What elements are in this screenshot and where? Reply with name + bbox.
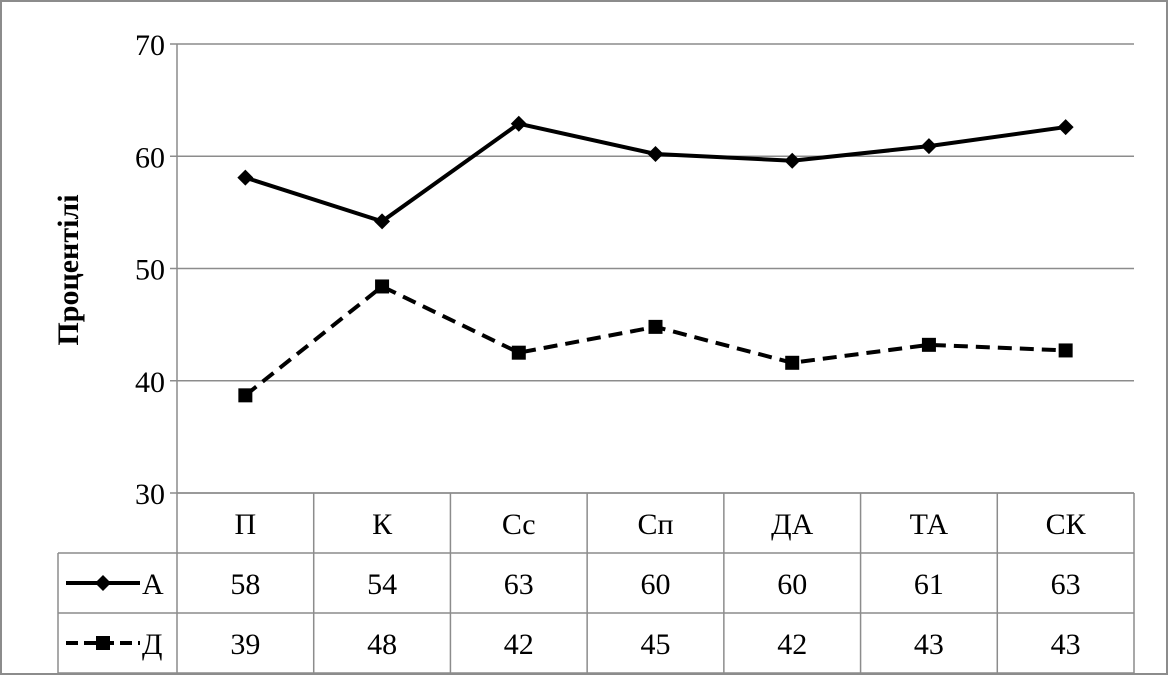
data-table-value: 45: [641, 628, 671, 661]
data-table-value: 63: [1051, 568, 1081, 601]
x-category-label: К: [372, 508, 393, 541]
y-tick-label: 70: [135, 29, 165, 62]
data-table-value: 43: [914, 628, 944, 661]
x-category-label: Сп: [637, 508, 673, 541]
data-table-value: 60: [641, 568, 671, 601]
x-category-label: Сс: [502, 508, 536, 541]
data-point-diamond: [510, 115, 527, 132]
data-table-value: 42: [504, 628, 534, 661]
data-point-diamond: [647, 146, 664, 163]
x-category-label: ТА: [910, 508, 949, 541]
y-tick-label: 60: [135, 141, 165, 174]
y-axis-label: Процентілі: [52, 194, 85, 345]
data-table-value: 39: [230, 628, 260, 661]
data-point-square: [921, 337, 936, 352]
data-table-value: 61: [914, 568, 944, 601]
data-table-value: 48: [367, 628, 397, 661]
legend-key-marker: [96, 636, 110, 650]
data-table-value: 63: [504, 568, 534, 601]
y-tick-label: 30: [135, 478, 165, 511]
data-table-value: 42: [777, 628, 807, 661]
legend-series-name: А: [142, 568, 164, 601]
data-point-square: [375, 279, 390, 294]
data-table-value: 58: [230, 568, 260, 601]
x-category-label: П: [235, 508, 257, 541]
data-point-diamond: [237, 169, 254, 186]
data-point-diamond: [374, 213, 391, 230]
data-point-diamond: [784, 152, 801, 169]
data-point-square: [238, 388, 253, 403]
data-point-diamond: [1057, 119, 1074, 136]
data-point-diamond: [920, 138, 937, 155]
y-tick-label: 50: [135, 254, 165, 287]
data-table-value: 43: [1051, 628, 1081, 661]
data-table-value: 60: [777, 568, 807, 601]
data-point-square: [785, 355, 800, 370]
data-table-value: 54: [367, 568, 397, 601]
y-tick-label: 40: [135, 366, 165, 399]
data-point-square: [648, 319, 663, 334]
legend-key-marker: [95, 575, 111, 591]
data-point-square: [1058, 343, 1073, 358]
data-point-square: [511, 345, 526, 360]
x-category-label: СК: [1046, 508, 1087, 541]
legend-series-name: Д: [142, 628, 162, 661]
x-category-label: ДА: [771, 508, 813, 541]
